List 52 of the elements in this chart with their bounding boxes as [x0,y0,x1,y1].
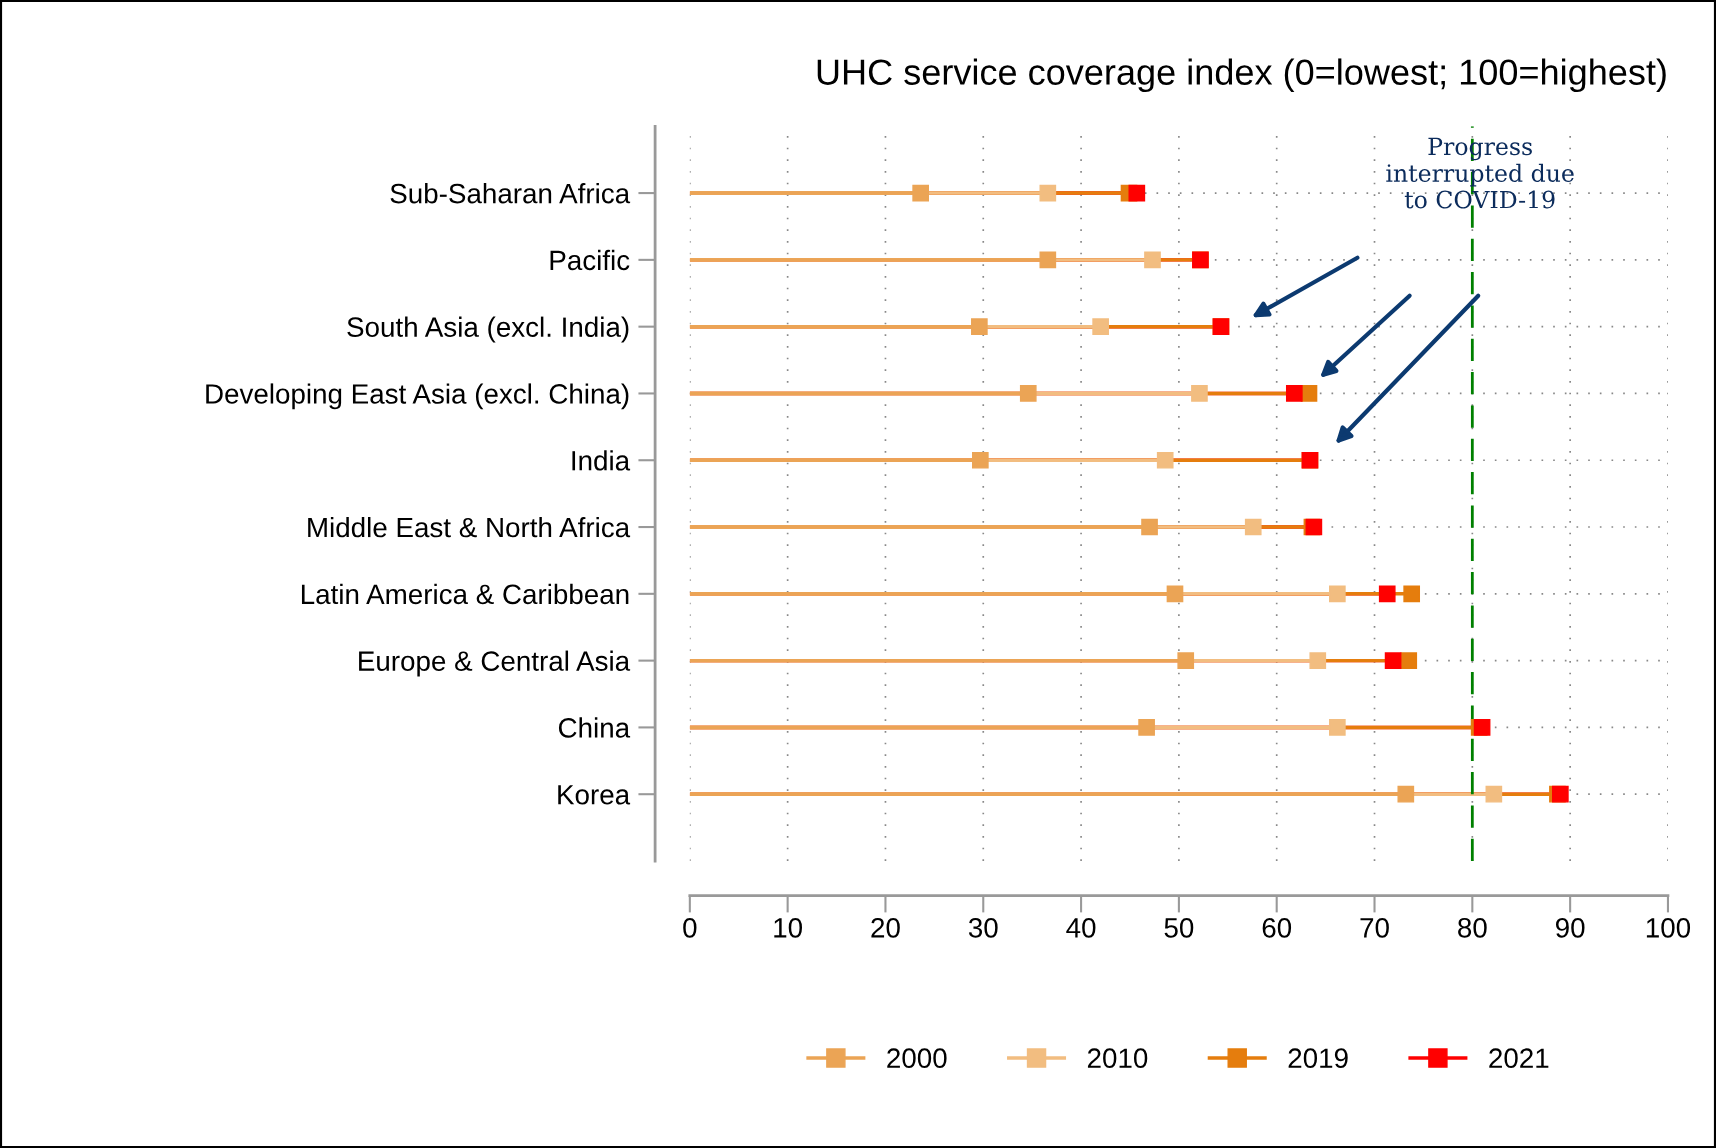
point [1144,251,1161,269]
x-tick-label: 40 [1066,917,1096,938]
x-tick-label: 20 [871,917,900,938]
y-tick-label: India [572,450,631,471]
y-tick-label: China [558,717,631,738]
point [1378,585,1396,603]
point [1156,451,1174,469]
x-tick-label: 50 [1164,917,1194,938]
point [1191,385,1208,402]
y-tick-label: Korea [558,785,631,805]
y-tick-label: South Asia (excl. India) [347,316,629,343]
y-tick-label: Pacific [550,249,630,271]
point [1128,184,1146,202]
y-tick-label: Latin America & Caribbean [301,583,629,605]
x-tick-label: 60 [1262,917,1292,938]
point [1039,184,1057,202]
point [1309,652,1327,669]
x-tick-label: 70 [1360,917,1389,938]
x-tick-label: 10 [774,917,803,938]
point [1397,785,1415,803]
point [1329,585,1346,603]
point [1166,585,1184,603]
legend-label: 2019 [1288,1048,1348,1069]
point [1138,719,1155,736]
point [1400,652,1418,669]
point [912,184,930,202]
point [1384,652,1402,669]
point [1403,585,1421,603]
point [971,318,988,335]
x-tick-label: 90 [1555,917,1585,938]
y-tick-label: Middle East & North Africa [308,516,631,538]
chart-title: UHC service coverage index (0=lowest; 100=highest) [817,58,1666,93]
point [1285,385,1303,402]
legend-label: 2000 [887,1048,947,1069]
x-tick-label: 30 [968,917,998,938]
point [1177,652,1195,669]
legend-label: 2021 [1489,1048,1549,1069]
legend-label: 2010 [1087,1048,1148,1069]
point [1244,518,1262,536]
x-tick-label: 0 [683,917,697,938]
point [1019,385,1037,402]
x-tick-label: 100 [1646,917,1691,938]
point [1485,785,1503,803]
point [1329,719,1346,736]
y-tick-label: Europe & Central Asia [359,650,631,677]
point [971,451,989,469]
x-tick-label: 80 [1458,917,1487,938]
y-tick-label: Sub-Saharan Africa [390,183,631,204]
point [1092,318,1109,335]
y-tick-label: Developing East Asia (excl. China) [206,383,629,410]
point [1141,518,1158,536]
point [1039,251,1057,269]
